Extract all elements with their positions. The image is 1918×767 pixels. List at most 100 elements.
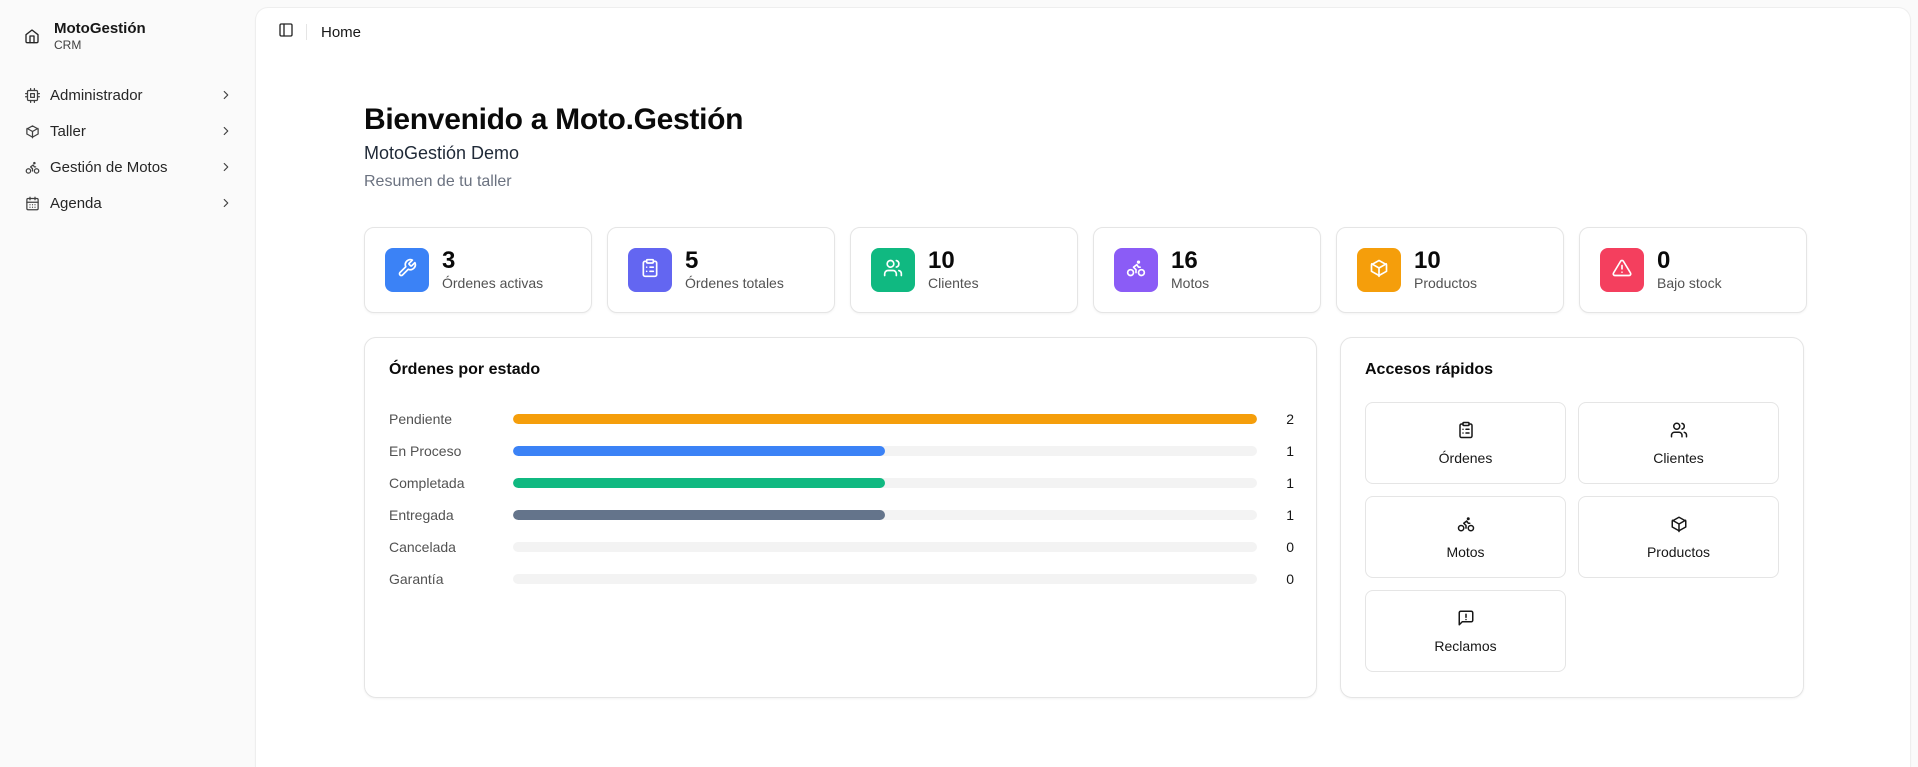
chevron-right-icon [218, 195, 234, 211]
quick-access-card: Accesos rápidos Órdenes Clientes [1340, 337, 1804, 698]
breadcrumb[interactable]: Home [321, 23, 362, 41]
progress-fill [513, 510, 885, 520]
status-row: Cancelada 0 [389, 531, 1294, 563]
wrench-icon [397, 258, 417, 283]
stat-icon-box [1114, 248, 1158, 292]
stat-label: Clientes [928, 275, 979, 291]
progress-track [513, 542, 1257, 552]
stat-card-productos: 10 Productos [1336, 227, 1564, 313]
quick-access-motos[interactable]: Motos [1365, 496, 1566, 578]
box-icon [1369, 258, 1389, 283]
stat-card-bajo-stock: 0 Bajo stock [1579, 227, 1807, 313]
quick-access-label: Productos [1646, 543, 1711, 560]
status-count: 1 [1286, 475, 1294, 491]
progress-fill [513, 446, 885, 456]
status-row: Garantía 0 [389, 563, 1294, 595]
sidebar-item-label: Administrador [50, 86, 143, 104]
quick-access-label: Reclamos [1434, 637, 1497, 654]
status-count: 0 [1286, 539, 1294, 555]
sidebar-toggle-button[interactable] [274, 20, 298, 44]
bike-icon [1457, 515, 1475, 538]
box-icon [1670, 515, 1688, 538]
page-subtitle: MotoGestión Demo [364, 143, 520, 163]
stat-label: Motos [1171, 275, 1210, 291]
quick-access-label: Clientes [1653, 449, 1704, 466]
sidebar-item-administrador[interactable]: Administrador [14, 77, 244, 113]
alert-triangle-icon [1612, 258, 1632, 283]
progress-fill [513, 414, 1257, 424]
status-label: Completada [389, 475, 465, 491]
stat-value: 0 [1657, 247, 1671, 274]
status-count: 0 [1286, 571, 1294, 587]
quick-access-productos[interactable]: Productos [1578, 496, 1779, 578]
progress-track [513, 574, 1257, 584]
sidebar-nav: Administrador Taller Gestión de Motos [14, 77, 244, 221]
chevron-right-icon [218, 123, 234, 139]
stat-value: 3 [442, 247, 456, 274]
cpu-icon [24, 87, 40, 103]
progress-track [513, 446, 1257, 456]
topbar: Home [274, 20, 361, 44]
stat-label: Órdenes activas [442, 275, 544, 291]
users-icon [883, 258, 903, 283]
progress-track [513, 414, 1257, 424]
stat-icon-box [628, 248, 672, 292]
status-label: Garantía [389, 571, 444, 587]
status-count: 1 [1286, 443, 1294, 459]
status-label: En Proceso [389, 443, 462, 459]
home-icon [22, 26, 42, 46]
status-row: Completada 1 [389, 467, 1294, 499]
status-row: Entregada 1 [389, 499, 1294, 531]
quick-access-ordenes[interactable]: Órdenes [1365, 402, 1566, 484]
chevron-right-icon [218, 87, 234, 103]
stat-label: Productos [1414, 275, 1478, 291]
brand-name: MotoGestión [54, 20, 146, 37]
calendar-icon [24, 195, 40, 211]
quick-access-grid: Órdenes Clientes Motos [1365, 402, 1779, 672]
status-label: Cancelada [389, 539, 456, 555]
card-title: Accesos rápidos [1365, 361, 1494, 378]
stat-label: Órdenes totales [685, 275, 784, 291]
clipboard-icon [640, 258, 660, 283]
page-title: Bienvenido a Moto.Gestión [364, 103, 744, 136]
sidebar: MotoGestión CRM Administrador Taller [0, 0, 255, 767]
sidebar-item-agenda[interactable]: Agenda [14, 185, 244, 221]
page-description: Resumen de tu taller [364, 173, 512, 190]
box-icon [24, 123, 40, 139]
stat-icon-box [385, 248, 429, 292]
sidebar-item-label: Taller [50, 122, 86, 140]
brand[interactable]: MotoGestión CRM [22, 20, 146, 52]
status-count: 2 [1286, 411, 1294, 427]
chevron-right-icon [218, 159, 234, 175]
status-count: 1 [1286, 507, 1294, 523]
status-label: Pendiente [389, 411, 453, 427]
stat-card-motos: 16 Motos [1093, 227, 1321, 313]
message-alert-icon [1457, 609, 1475, 632]
clipboard-icon [1457, 421, 1475, 444]
quick-access-clientes[interactable]: Clientes [1578, 402, 1779, 484]
stat-value: 10 [1414, 247, 1441, 274]
bike-icon [1126, 258, 1146, 283]
stat-value: 10 [928, 247, 955, 274]
sidebar-item-taller[interactable]: Taller [14, 113, 244, 149]
quick-access-reclamos[interactable]: Reclamos [1365, 590, 1566, 672]
sidebar-item-label: Gestión de Motos [50, 158, 168, 176]
sidebar-item-gestion-de-motos[interactable]: Gestión de Motos [14, 149, 244, 185]
stat-card-clientes: 10 Clientes [850, 227, 1078, 313]
quick-access-label: Órdenes [1438, 449, 1493, 466]
dashboard-content: Bienvenido a Moto.Gestión MotoGestión De… [364, 102, 1807, 698]
card-title: Órdenes por estado [389, 361, 541, 378]
topbar-divider [306, 24, 307, 40]
stat-icon-box [1600, 248, 1644, 292]
brand-subtitle: CRM [54, 38, 82, 52]
stat-value: 5 [685, 247, 699, 274]
status-row: En Proceso 1 [389, 435, 1294, 467]
stat-icon-box [1357, 248, 1401, 292]
progress-track [513, 478, 1257, 488]
stat-icon-box [871, 248, 915, 292]
stat-value: 16 [1171, 247, 1198, 274]
panel-left-icon [278, 22, 294, 43]
quick-access-label: Motos [1446, 543, 1485, 560]
sidebar-item-label: Agenda [50, 194, 102, 212]
main-panel: Home Bienvenido a Moto.Gestión MotoGesti… [256, 8, 1910, 767]
